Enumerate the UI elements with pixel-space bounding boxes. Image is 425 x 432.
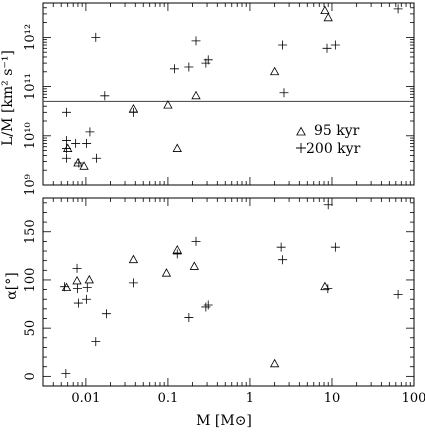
triangle-point-95kyr <box>320 281 330 291</box>
top-y-axis-label: L/M [km² s⁻¹] <box>0 50 16 146</box>
x-tick-label: 1 <box>246 391 254 406</box>
triangle-point-95kyr <box>269 66 280 76</box>
plus-point-200kyr <box>279 88 289 98</box>
legend-triangle-marker <box>296 126 306 136</box>
plus-point-200kyr <box>72 263 82 273</box>
x-tick-label: 0.1 <box>158 391 179 406</box>
plus-point-200kyr <box>172 249 182 259</box>
y-tick-label: 50 <box>23 320 38 337</box>
plus-point-200kyr <box>72 284 82 294</box>
plus-point-200kyr <box>191 236 201 246</box>
triangle-point-95kyr <box>72 275 82 285</box>
plus-point-200kyr <box>323 200 333 210</box>
plus-point-200kyr <box>61 136 71 146</box>
triangle-point-95kyr <box>191 90 201 100</box>
plus-point-200kyr <box>61 144 71 154</box>
x-tick-label: 0.01 <box>71 391 100 406</box>
plus-point-200kyr <box>82 294 92 304</box>
y-tick-label: 10¹² <box>23 24 38 51</box>
plus-point-200kyr <box>278 40 288 50</box>
triangle-point-95kyr <box>128 254 139 264</box>
plus-point-200kyr <box>201 302 211 312</box>
plus-point-200kyr <box>73 298 83 308</box>
bottom-y-axis-label: α[°] <box>4 272 20 299</box>
triangle-point-95kyr <box>73 157 83 167</box>
legend-plus-marker <box>296 143 306 153</box>
y-tick-label: 10⁹ <box>23 174 38 196</box>
plus-point-200kyr <box>184 313 194 323</box>
plus-point-200kyr <box>278 255 288 265</box>
triangle-point-95kyr <box>79 161 89 170</box>
plus-point-200kyr <box>203 55 213 65</box>
plus-point-200kyr <box>61 153 71 163</box>
x-axis-label: M [M⊙] <box>196 413 252 429</box>
plus-point-200kyr <box>128 107 138 117</box>
triangle-point-95kyr <box>320 5 330 15</box>
triangle-point-95kyr <box>161 268 172 277</box>
plus-point-200kyr <box>323 284 333 294</box>
plus-point-200kyr <box>393 289 403 299</box>
plus-point-200kyr <box>191 36 201 46</box>
plot-frame <box>42 2 415 186</box>
plus-point-200kyr <box>322 43 332 53</box>
triangle-point-95kyr <box>163 100 173 109</box>
plus-point-200kyr <box>91 32 101 42</box>
plus-point-200kyr <box>74 158 84 168</box>
y-tick-label: 100 <box>23 268 38 293</box>
triangle-point-95kyr <box>63 143 73 152</box>
triangle-point-95kyr <box>269 358 280 368</box>
legend-entry-95kyr: 95 kyr <box>314 123 360 139</box>
y-tick-label: 0 <box>23 372 38 380</box>
triangle-point-95kyr <box>323 12 333 22</box>
legend: 95 kyr 200 kyr <box>296 123 361 157</box>
angle-panel: 0 50 100 150 0.01 0.1 1 10 100 <box>23 197 425 406</box>
plus-point-200kyr <box>169 64 179 74</box>
plus-point-200kyr <box>100 91 110 101</box>
x-tick-label: 10 <box>324 391 341 406</box>
plus-point-200kyr <box>61 107 71 117</box>
plus-point-200kyr <box>82 283 92 293</box>
plot-frame <box>42 197 415 387</box>
luminosity-panel: 10⁹ 10¹⁰ 10¹¹ 10¹² <box>23 2 415 196</box>
triangle-point-95kyr <box>84 274 94 284</box>
plus-point-200kyr <box>330 40 340 50</box>
plus-point-200kyr <box>203 300 213 310</box>
plus-point-200kyr <box>184 62 194 72</box>
plus-point-200kyr <box>92 153 102 163</box>
triangle-point-95kyr <box>172 143 182 152</box>
y-tick-label: 10¹¹ <box>23 73 38 100</box>
plus-point-200kyr <box>393 4 403 14</box>
plus-point-200kyr <box>82 138 92 148</box>
triangle-point-95kyr <box>189 261 200 270</box>
plus-point-200kyr <box>276 242 286 252</box>
plus-point-200kyr <box>330 242 340 252</box>
plus-point-200kyr <box>61 368 71 378</box>
plus-point-200kyr <box>85 127 95 137</box>
y-tick-label: 10¹⁰ <box>23 122 38 149</box>
y-tick-label: 150 <box>23 219 38 244</box>
plus-point-200kyr <box>91 337 101 347</box>
plus-point-200kyr <box>71 138 81 148</box>
x-tick-label: 100 <box>402 391 425 406</box>
plus-point-200kyr <box>128 278 138 288</box>
legend-entry-200kyr: 200 kyr <box>306 141 361 157</box>
plus-point-200kyr <box>60 282 70 292</box>
plus-point-200kyr <box>101 309 111 319</box>
